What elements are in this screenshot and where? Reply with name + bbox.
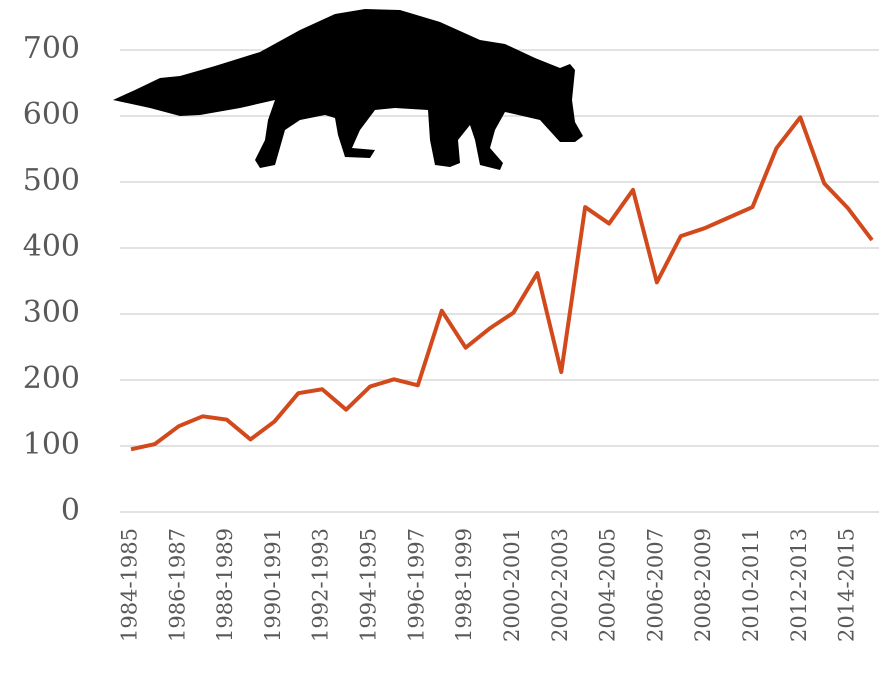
plot: 1984-1985 1986-1987 1988-1989 1990-1991 1992… (118, 115, 874, 642)
x-tick-label: 1988-1989 (213, 528, 237, 642)
x-tick-label: 1992-1993 (309, 528, 333, 642)
x-tick-label: 1984-1985 (118, 528, 142, 642)
x-tick-label: 2014-2015 (835, 528, 859, 642)
data-line (130, 115, 874, 452)
y-tick-label: 100 (23, 427, 80, 462)
animal-silhouette (113, 9, 583, 170)
x-tick-label: 2004-2005 (596, 528, 620, 642)
x-tick-label: 2000-2001 (500, 528, 524, 642)
y-tick-label: 200 (23, 361, 80, 396)
grid: 0 100 200 300 400 500 600 700 (23, 31, 879, 528)
x-tick-label: 1996-1997 (404, 528, 428, 642)
x-tick-label: 1994-1995 (357, 528, 381, 642)
x-tick-label: 2012-2013 (787, 528, 811, 642)
y-tick-label: 500 (23, 163, 80, 198)
x-tick-label: 1998-1999 (452, 528, 476, 642)
y-tick-label: 400 (23, 229, 80, 264)
y-tick-label: 600 (23, 97, 80, 132)
x-tick-label: 2010-2011 (739, 528, 763, 642)
x-tick-label: 2006-2007 (643, 528, 667, 642)
y-tick-label: 700 (23, 31, 80, 66)
y-tick-label: 0 (61, 493, 80, 528)
x-tick-label: 1986-1987 (165, 528, 189, 642)
y-tick-label: 300 (23, 295, 80, 330)
x-tick-label: 2002-2003 (548, 528, 572, 642)
x-tick-label: 1990-1991 (261, 528, 285, 642)
x-tick-label: 2008-2009 (691, 528, 715, 642)
